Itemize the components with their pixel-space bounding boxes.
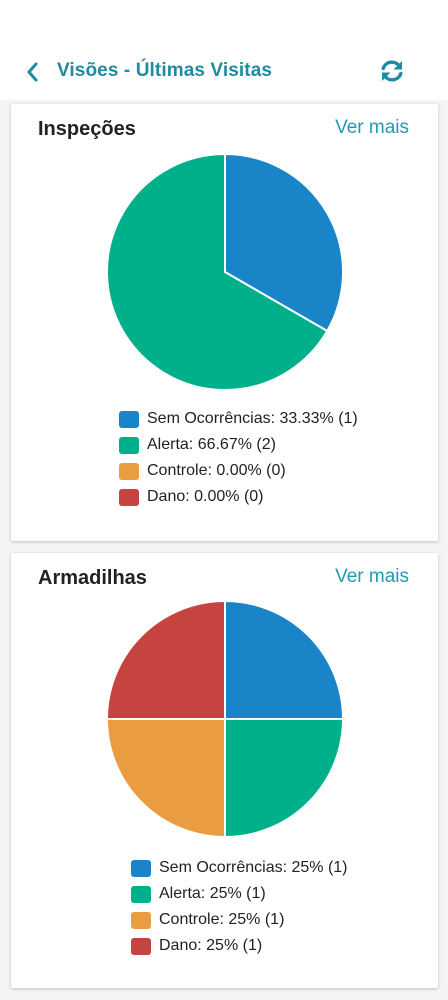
legend-item: Dano: 25% (1) — [131, 933, 348, 959]
legend-item: Sem Ocorrências: 25% (1) — [131, 855, 348, 881]
ver-mais-link[interactable]: Ver mais — [335, 566, 409, 587]
legend-swatch — [119, 488, 139, 506]
legend-label: Alerta: 66.67% (2) — [147, 436, 276, 453]
legend-label: Sem Ocorrências: 25% (1) — [159, 859, 348, 876]
legend-item: Sem Ocorrências: 33.33% (1) — [119, 406, 358, 432]
app-header: Visões - Últimas Visitas — [0, 0, 448, 100]
pie-slice-alerta — [224, 718, 344, 838]
pie-slice-dano — [106, 600, 226, 720]
chevron-left-icon — [27, 62, 38, 82]
armadilhas-pie-chart — [106, 600, 344, 838]
legend-label: Sem Ocorrências: 33.33% (1) — [147, 410, 358, 427]
refresh-button[interactable] — [377, 56, 407, 86]
pie-slice-alerta — [106, 153, 329, 391]
legend-item: Alerta: 25% (1) — [131, 881, 348, 907]
legend-swatch — [119, 436, 139, 454]
legend-item: Dano: 0.00% (0) — [119, 484, 358, 510]
ver-mais-link[interactable]: Ver mais — [335, 117, 409, 138]
pie-slice-sem-ocorr-ncias — [224, 600, 344, 720]
legend-swatch — [119, 410, 139, 428]
card-title: Inspeções — [38, 118, 136, 140]
legend-swatch — [131, 885, 151, 903]
inspecoes-card: Inspeções Ver mais Sem Ocorrências: 33.3… — [11, 104, 438, 541]
page-title: Visões - Últimas Visitas — [57, 60, 273, 81]
legend-label: Controle: 0.00% (0) — [147, 462, 286, 479]
legend-label: Alerta: 25% (1) — [159, 885, 266, 902]
back-button[interactable] — [20, 58, 44, 86]
legend-item: Controle: 25% (1) — [131, 907, 348, 933]
legend-item: Controle: 0.00% (0) — [119, 458, 358, 484]
legend-swatch — [131, 937, 151, 955]
armadilhas-legend: Sem Ocorrências: 25% (1) Alerta: 25% (1)… — [131, 855, 348, 959]
pie-slice-controle — [106, 718, 226, 838]
pie-slice-sem-ocorr-ncias — [224, 153, 344, 333]
legend-item: Alerta: 66.67% (2) — [119, 432, 358, 458]
legend-swatch — [131, 859, 151, 877]
legend-label: Dano: 0.00% (0) — [147, 488, 264, 505]
inspecoes-pie-chart — [106, 153, 344, 391]
legend-label: Controle: 25% (1) — [159, 911, 285, 928]
legend-label: Dano: 25% (1) — [159, 937, 263, 954]
legend-swatch — [119, 462, 139, 480]
inspecoes-legend: Sem Ocorrências: 33.33% (1) Alerta: 66.6… — [119, 406, 358, 510]
card-title: Armadilhas — [38, 567, 147, 589]
armadilhas-card: Armadilhas Ver mais Sem Ocorrências: 25%… — [11, 553, 438, 988]
refresh-icon — [381, 60, 403, 82]
legend-swatch — [131, 911, 151, 929]
